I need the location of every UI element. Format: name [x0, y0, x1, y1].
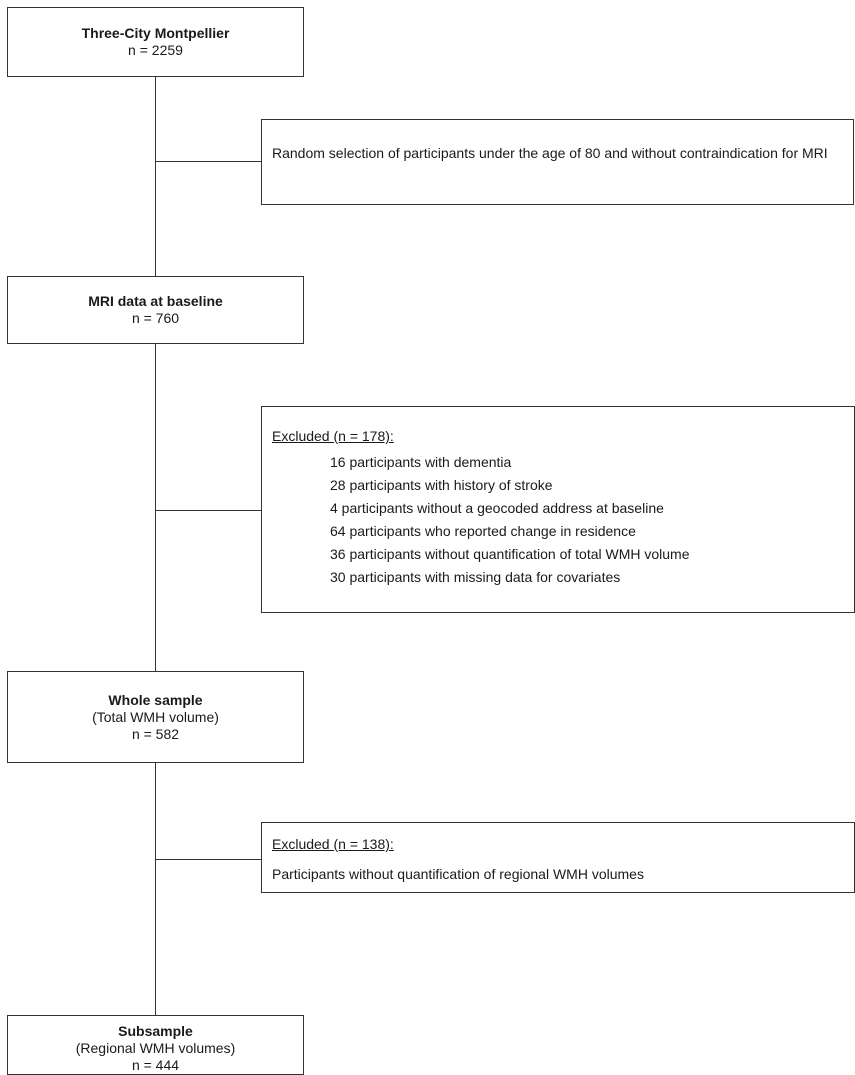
random-selection-text: Random selection of participants under t…: [272, 145, 828, 161]
whole-sample-box: Whole sample (Total WMH volume) n = 582: [7, 671, 304, 763]
subsample-subtitle: (Regional WMH volumes): [75, 1040, 236, 1056]
excluded-2-text: Participants without quantification of r…: [272, 866, 644, 882]
list-item: 30 participants with missing data for co…: [330, 569, 621, 585]
main-flow-line: [155, 76, 156, 718]
excluded-1-list: 16 participants with dementia 28 partici…: [272, 451, 844, 589]
excluded-2-heading: Excluded (n = 138):: [272, 836, 394, 852]
branch-line-random-selection: [155, 161, 261, 162]
subsample-box: Subsample (Regional WMH volumes) n = 444: [7, 1015, 304, 1075]
whole-sample-count: n = 582: [131, 725, 180, 742]
mri-baseline-title: MRI data at baseline: [88, 293, 223, 309]
mri-baseline-count: n = 760: [131, 310, 180, 326]
subsample-title: Subsample: [118, 1023, 193, 1039]
three-city-count: n = 2259: [128, 42, 183, 58]
list-item: 64 participants who reported change in r…: [330, 523, 636, 539]
list-item: 16 participants with dementia: [330, 454, 512, 470]
three-city-title: Three-City Montpellier: [81, 25, 230, 41]
excluded-2-box: Excluded (n = 138): Participants without…: [261, 822, 855, 893]
subsample-count: n = 444: [131, 1057, 180, 1073]
branch-line-excluded-1: [155, 510, 261, 511]
main-flow-line-lower: [155, 762, 156, 1016]
list-item: 36 participants without quantification o…: [330, 546, 690, 562]
three-city-box: Three-City Montpellier n = 2259: [7, 7, 304, 77]
excluded-1-heading: Excluded (n = 178):: [272, 428, 394, 444]
mri-baseline-box: MRI data at baseline n = 760: [7, 276, 304, 344]
list-item: 4 participants without a geocoded addres…: [330, 500, 664, 516]
whole-sample-title: Whole sample: [108, 691, 203, 708]
branch-line-excluded-2: [155, 859, 261, 860]
random-selection-box: Random selection of participants under t…: [261, 119, 854, 205]
excluded-1-box: Excluded (n = 178): 16 participants with…: [261, 406, 855, 613]
whole-sample-subtitle: (Total WMH volume): [92, 708, 219, 725]
list-item: 28 participants with history of stroke: [330, 477, 553, 493]
